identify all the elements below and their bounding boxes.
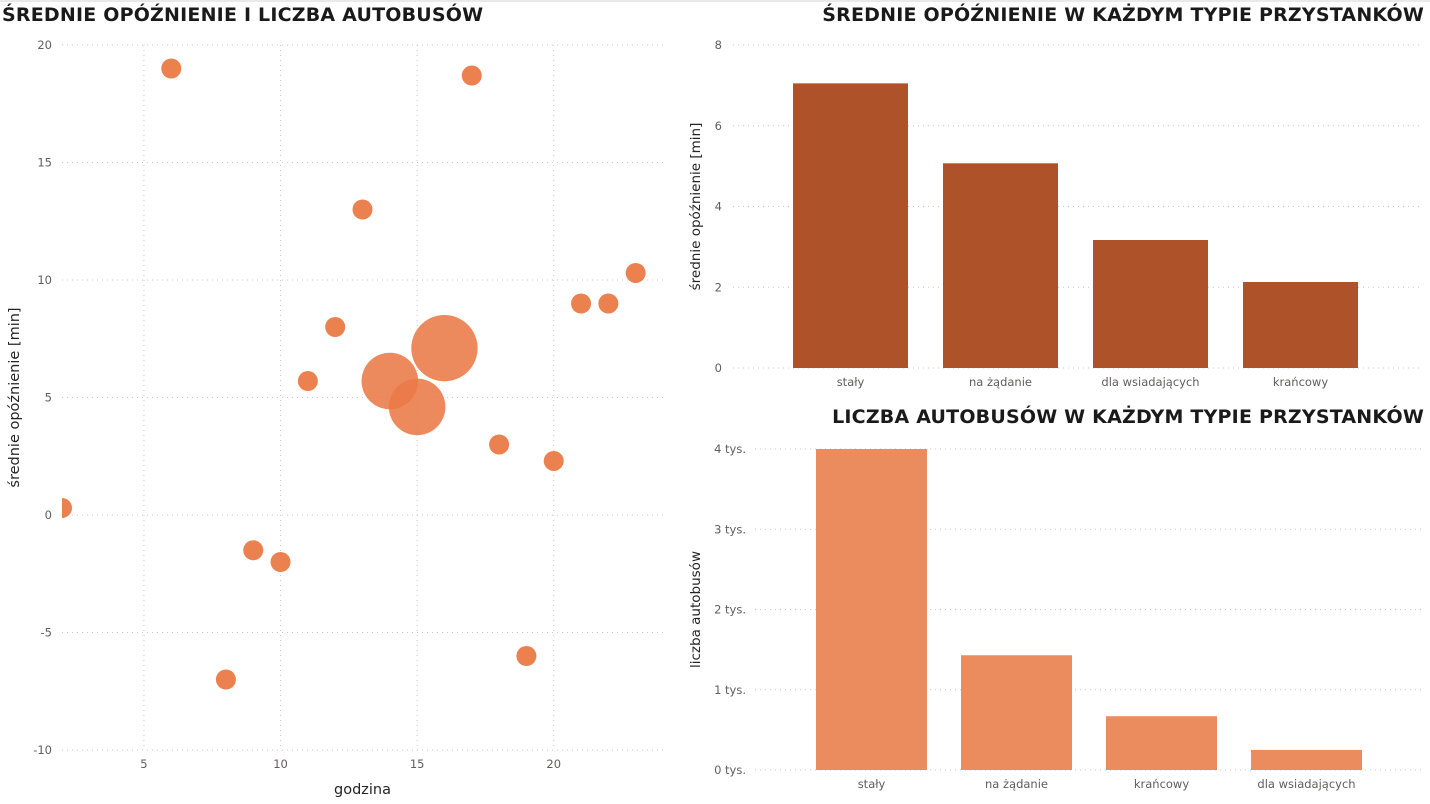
scatter-point: [62, 497, 72, 518]
x-axis-label: godzina: [334, 782, 391, 798]
scatter-point: [571, 293, 592, 314]
x-tick-label: krańcowy: [1134, 777, 1189, 791]
y-tick-label: 4: [715, 200, 722, 214]
x-tick-label: krańcowy: [1273, 375, 1328, 389]
scatter-point: [543, 450, 564, 471]
scatter-point: [388, 378, 446, 436]
bar: [943, 163, 1058, 368]
scatter-point: [270, 552, 291, 572]
y-tick-label: 0: [45, 508, 52, 522]
bar: [816, 449, 927, 770]
bar: [1106, 716, 1217, 770]
bar: [793, 83, 908, 368]
delay-bar-chart-title: ŚREDNIE OPÓŹNIENIE W KAŻDYM TYPIE PRZYST…: [822, 4, 1424, 26]
x-tick-label: stały: [858, 777, 886, 791]
y-tick-label: 5: [45, 391, 52, 405]
x-tick-label: na żądanie: [969, 375, 1032, 389]
y-tick-label: 0 tys.: [714, 763, 746, 777]
scatter-chart: 20 15 10 5 0 -5 -10 5 10 15 20 godzina średnie opóźn…: [7, 38, 663, 798]
y-tick-label: 1 tys.: [714, 683, 746, 697]
scatter-point: [215, 669, 236, 690]
scatter-point: [489, 434, 510, 455]
y-tick-label: 3 tys.: [714, 522, 746, 536]
y-tick-label: 20: [37, 38, 52, 52]
y-tick-label: 0: [715, 361, 722, 375]
y-tick-label: 8: [715, 38, 722, 52]
scatter-point: [161, 58, 182, 79]
x-tick-label: na żądanie: [985, 777, 1048, 791]
y-axis-label: średnie opóźnienie [min]: [688, 123, 704, 291]
y-tick-label: 4 tys.: [714, 442, 746, 456]
scatter-points: [62, 58, 646, 690]
y-tick-label: 6: [715, 119, 722, 133]
y-axis-label: średnie opóźnienie [min]: [7, 307, 23, 487]
x-tick-label: 10: [273, 757, 288, 771]
x-tick-label: dla wsiadających: [1257, 777, 1355, 791]
count-bar-chart-title: LICZBA AUTOBUSÓW W KAŻDYM TYPIE PRZYSTAN…: [832, 406, 1424, 428]
scatter-point: [352, 199, 373, 220]
bar: [1243, 282, 1358, 368]
y-tick-label: 10: [37, 273, 52, 287]
y-tick-label: -10: [33, 743, 52, 757]
bar: [961, 655, 1072, 770]
scatter-point: [297, 371, 318, 392]
scatter-point: [625, 262, 646, 283]
y-tick-label: -5: [41, 626, 52, 640]
delay-bar-chart: 0 2 4 6 8 stały na żądanie dla wsiadających krań…: [688, 38, 1422, 389]
x-tick-label: 15: [410, 757, 425, 771]
x-tick-label: 20: [546, 757, 561, 771]
top-border: [0, 0, 1430, 2]
scatter-point: [516, 646, 537, 666]
scatter-point: [243, 540, 264, 561]
scatter-point: [411, 314, 478, 382]
bar: [1093, 240, 1208, 368]
y-tick-label: 2: [715, 280, 722, 294]
scatter-point: [598, 293, 619, 314]
scatter-point: [325, 317, 346, 337]
y-tick-label: 15: [37, 156, 52, 170]
scatter-point: [461, 65, 482, 86]
x-tick-label: stały: [837, 375, 865, 389]
y-tick-label: 2 tys.: [714, 603, 746, 617]
x-tick-label: dla wsiadających: [1101, 375, 1199, 389]
y-axis-label: liczba autobusów: [688, 551, 704, 668]
x-tick-label: 5: [140, 757, 147, 771]
scatter-chart-title: ŚREDNIE OPÓŹNIENIE I LICZBA AUTOBUSÓW: [2, 4, 484, 26]
bar: [1251, 749, 1362, 770]
